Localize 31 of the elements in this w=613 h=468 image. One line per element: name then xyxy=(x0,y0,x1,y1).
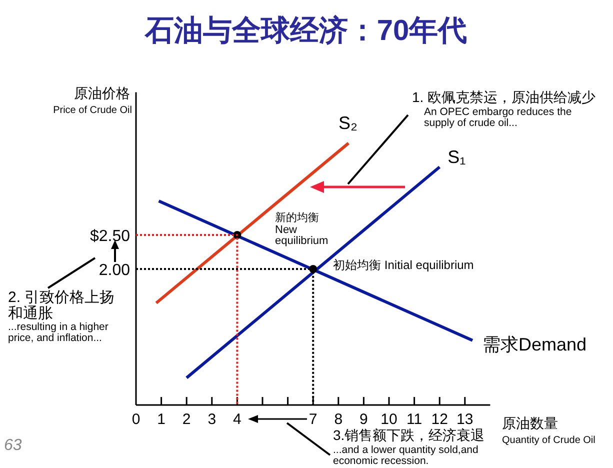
y-tick-label: 2.00 xyxy=(98,262,130,279)
x-tick-label: 12 xyxy=(431,411,448,428)
text: ...resulting in a higher price, and inflation... xyxy=(8,321,110,344)
text: 63 xyxy=(4,437,22,455)
x-tick-label: 0 xyxy=(132,411,140,428)
text: Quantity of Crude Oil xyxy=(502,435,596,446)
x-tick-label: 8 xyxy=(334,411,343,428)
annotation: 新的均衡 New equilibrium xyxy=(275,212,330,248)
y-axis-title: 原油价格 xyxy=(74,85,130,101)
x-tick-label: 9 xyxy=(360,411,368,428)
x-axis-title: 原油数量 xyxy=(502,415,558,431)
series-label: S₁ xyxy=(448,147,466,167)
annotation: 1. 欧佩克禁运，原油供给减少 xyxy=(412,89,596,105)
annotation: An OPEC embargo reduces the supply of crude oil... xyxy=(424,106,573,130)
x-tick-label: 3 xyxy=(208,411,216,428)
annotation: 初始均衡 Initial equilibrium xyxy=(333,258,474,272)
x-tick-label: 13 xyxy=(456,411,474,428)
y-tick-label: $2.50 xyxy=(90,228,130,245)
text: Price of Crude Oil xyxy=(53,105,132,116)
series-label: S₂ xyxy=(338,113,358,134)
text: ...and a lower quantity sold,and economic recession. xyxy=(333,444,480,468)
text: 2. 引致价格上扬和通胀 xyxy=(8,289,116,322)
x-tick-label: 11 xyxy=(406,411,422,428)
x-tick-label: 7 xyxy=(308,411,318,428)
text: 3.销售额下跌，经济衰退 xyxy=(333,427,485,443)
chart-title: 石油与全球经济：70年代 xyxy=(144,14,468,47)
x-tick-label: 10 xyxy=(380,411,398,428)
x-tick-label: 1 xyxy=(157,411,166,428)
series-label: 需求Demand xyxy=(482,334,587,354)
x-tick-label: 4 xyxy=(233,411,242,428)
x-tick-label: 2 xyxy=(182,411,191,428)
